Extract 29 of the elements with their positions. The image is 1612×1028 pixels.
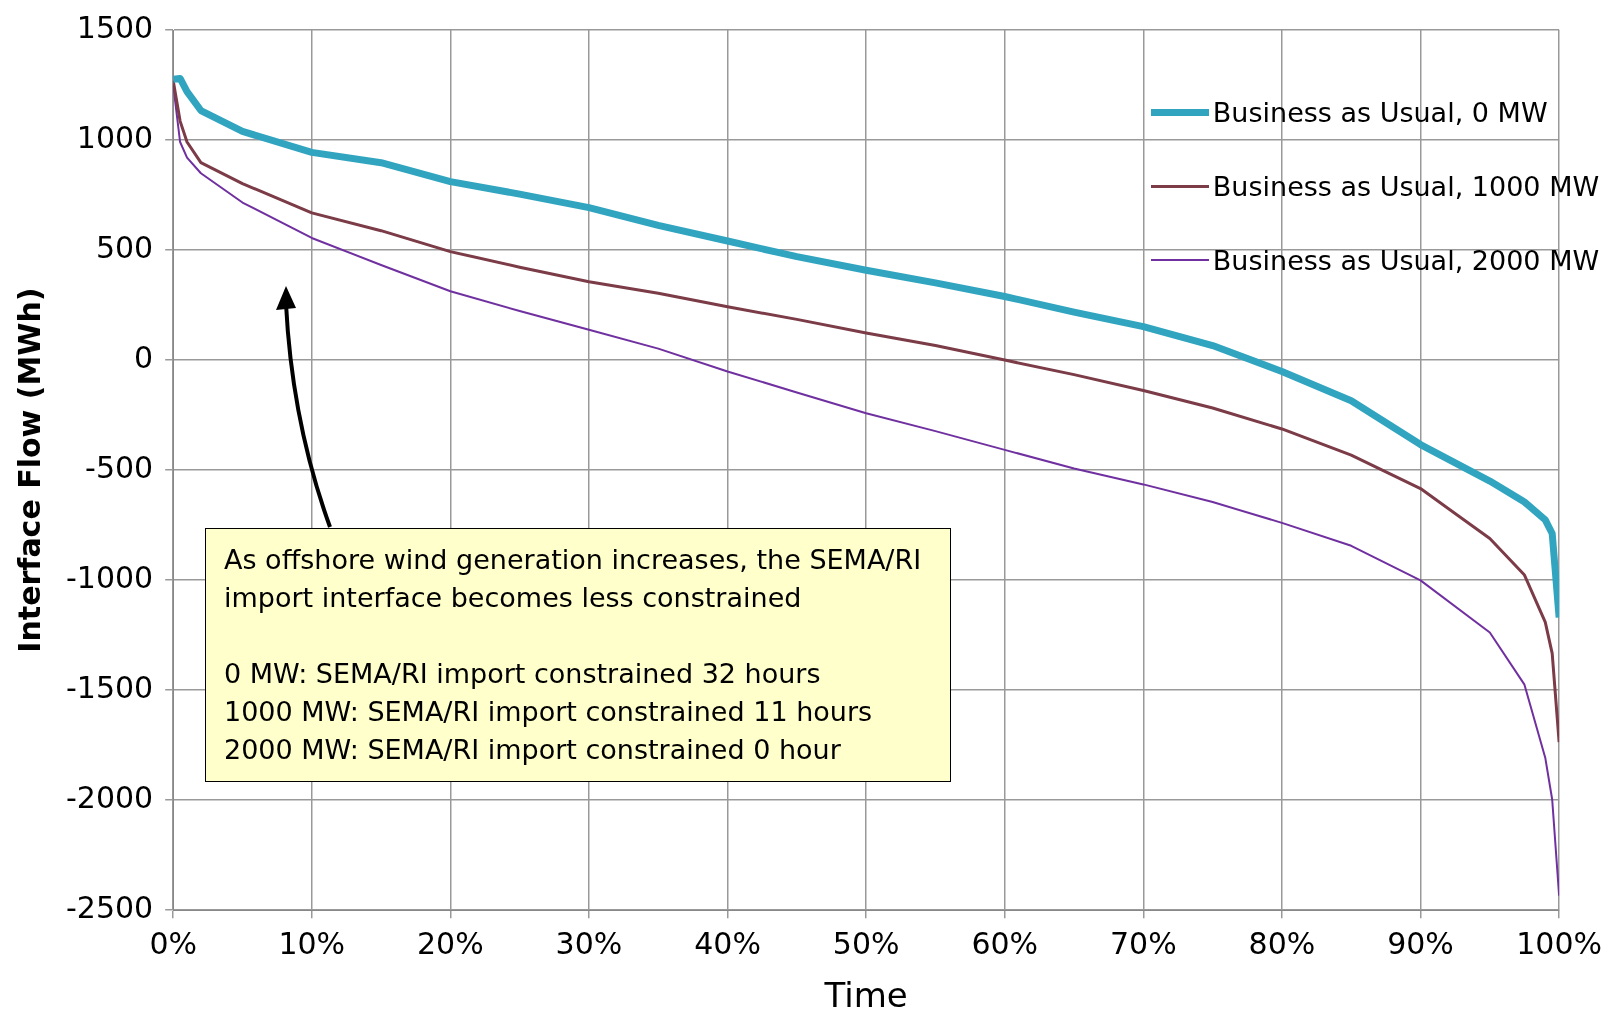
x-tick-label: 70% bbox=[1109, 926, 1177, 961]
x-tick-label: 20% bbox=[417, 926, 484, 961]
x-axis-title: Time bbox=[823, 975, 908, 1016]
legend-label: Business as Usual, 2000 MW bbox=[1212, 244, 1600, 276]
y-tick-label: -1500 bbox=[65, 669, 154, 705]
annotation: 1000 MW: SEMA/RI import constrained 11 hours bbox=[224, 695, 874, 729]
annotation: 0 MW: SEMA/RI import constrained 32 hours bbox=[224, 657, 822, 691]
x-tick-label: 80% bbox=[1248, 926, 1316, 961]
legend-label: Business as Usual, 0 MW bbox=[1212, 96, 1548, 128]
y-tick-label: 500 bbox=[95, 229, 154, 265]
x-tick-label: 50% bbox=[832, 926, 900, 961]
y-axis-title: Interface Flow (MWh) bbox=[11, 287, 47, 653]
annotation: As offshore wind generation increases, the SEMA/RI import interface becomes less constrained bbox=[224, 543, 923, 615]
x-tick-label: 60% bbox=[971, 926, 1039, 961]
y-tick-label: -500 bbox=[85, 449, 154, 485]
y-tick-label: -1000 bbox=[65, 559, 154, 595]
x-tick-label: 90% bbox=[1387, 926, 1454, 961]
y-tick-label: 1500 bbox=[76, 9, 154, 45]
x-tick-label: 0% bbox=[149, 926, 197, 961]
y-tick-label: -2500 bbox=[65, 890, 154, 925]
x-tick-label: 30% bbox=[555, 926, 623, 961]
x-tick-label: 40% bbox=[694, 926, 761, 961]
y-tick-label: -2000 bbox=[65, 779, 154, 815]
y-tick-label: 0 bbox=[134, 339, 154, 375]
y-tick-label: 1000 bbox=[76, 119, 154, 155]
annotation: 2000 MW: SEMA/RI import constrained 0 hour bbox=[224, 733, 842, 767]
x-tick-label: 100% bbox=[1516, 926, 1603, 961]
x-tick-label: 10% bbox=[278, 926, 346, 961]
legend-label: Business as Usual, 1000 MW bbox=[1212, 170, 1600, 202]
